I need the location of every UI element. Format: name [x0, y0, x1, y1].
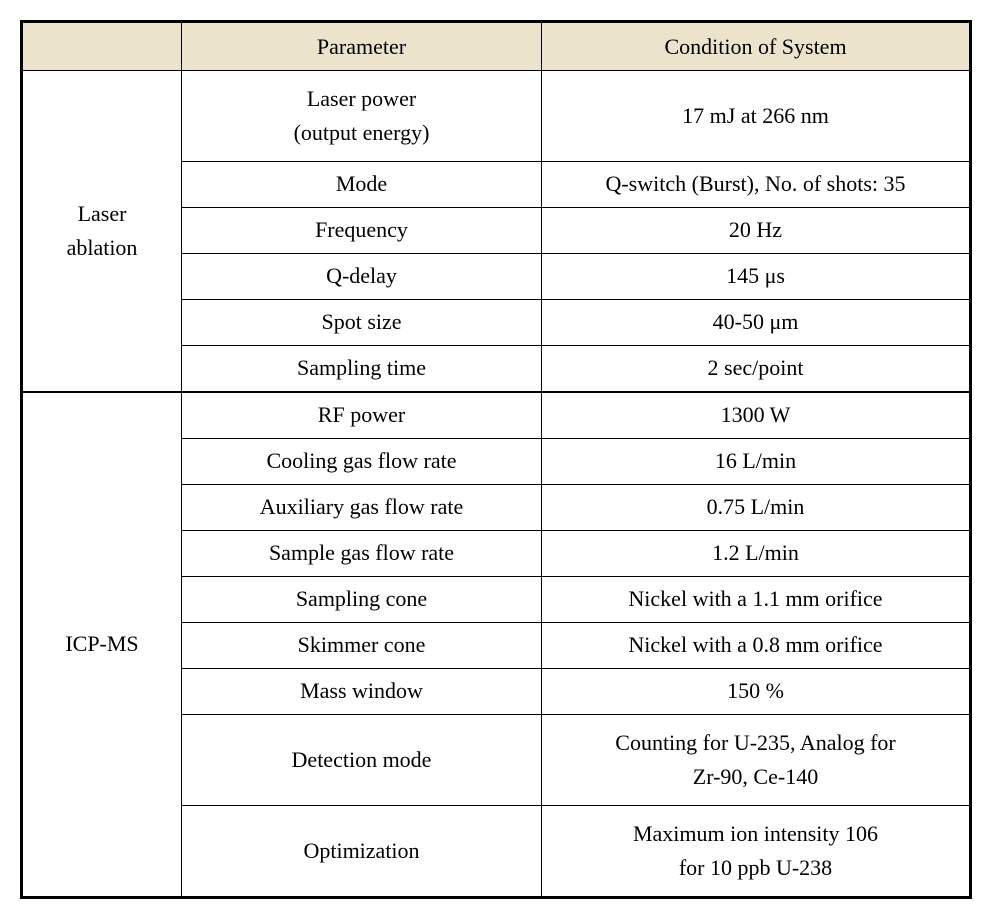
- parameter-cell: Spot size: [182, 300, 542, 346]
- group-label: Laserablation: [22, 71, 182, 393]
- parameter-cell: Skimmer cone: [182, 623, 542, 669]
- condition-cell: 40-50 μm: [542, 300, 971, 346]
- condition-cell: Nickel with a 1.1 mm orifice: [542, 577, 971, 623]
- table-row: LaserablationLaser power(output energy)1…: [22, 71, 971, 162]
- parameter-cell: Auxiliary gas flow rate: [182, 485, 542, 531]
- parameter-cell: Mass window: [182, 669, 542, 715]
- condition-cell: 2 sec/point: [542, 346, 971, 393]
- condition-cell: 20 Hz: [542, 208, 971, 254]
- condition-cell: 1300 W: [542, 392, 971, 439]
- condition-cell: Nickel with a 0.8 mm orifice: [542, 623, 971, 669]
- parameter-cell: Optimization: [182, 806, 542, 898]
- condition-cell: 0.75 L/min: [542, 485, 971, 531]
- parameter-cell: Frequency: [182, 208, 542, 254]
- parameter-cell: Q-delay: [182, 254, 542, 300]
- parameter-cell: Laser power(output energy): [182, 71, 542, 162]
- condition-cell: Maximum ion intensity 106for 10 ppb U-23…: [542, 806, 971, 898]
- table-header-row: Parameter Condition of System: [22, 22, 971, 71]
- header-blank: [22, 22, 182, 71]
- condition-cell: 150 %: [542, 669, 971, 715]
- parameters-table: Parameter Condition of System Laserablat…: [20, 20, 972, 899]
- condition-cell: Counting for U-235, Analog forZr-90, Ce-…: [542, 715, 971, 806]
- parameter-cell: Mode: [182, 162, 542, 208]
- condition-cell: 145 μs: [542, 254, 971, 300]
- header-parameter: Parameter: [182, 22, 542, 71]
- condition-cell: 1.2 L/min: [542, 531, 971, 577]
- parameter-cell: Sample gas flow rate: [182, 531, 542, 577]
- table-row: ICP-MSRF power1300 W: [22, 392, 971, 439]
- parameter-cell: Cooling gas flow rate: [182, 439, 542, 485]
- parameter-cell: Sampling cone: [182, 577, 542, 623]
- condition-cell: 17 mJ at 266 nm: [542, 71, 971, 162]
- parameter-cell: Sampling time: [182, 346, 542, 393]
- parameters-table-container: Parameter Condition of System Laserablat…: [20, 20, 969, 899]
- parameter-cell: RF power: [182, 392, 542, 439]
- header-condition: Condition of System: [542, 22, 971, 71]
- group-label: ICP-MS: [22, 392, 182, 898]
- condition-cell: 16 L/min: [542, 439, 971, 485]
- condition-cell: Q-switch (Burst), No. of shots: 35: [542, 162, 971, 208]
- parameter-cell: Detection mode: [182, 715, 542, 806]
